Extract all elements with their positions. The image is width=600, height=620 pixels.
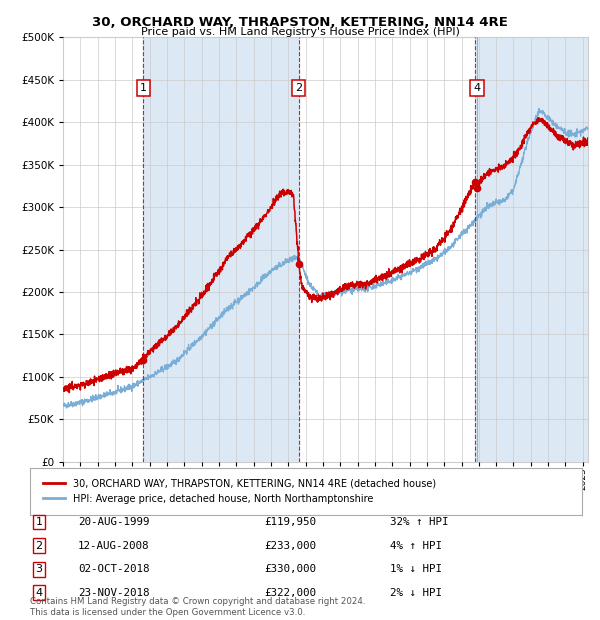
Text: 2: 2 [35, 541, 43, 551]
Text: £322,000: £322,000 [264, 588, 316, 598]
Text: 2% ↓ HPI: 2% ↓ HPI [390, 588, 442, 598]
Text: 20-AUG-1999: 20-AUG-1999 [78, 517, 149, 527]
Text: 4% ↑ HPI: 4% ↑ HPI [390, 541, 442, 551]
Text: £330,000: £330,000 [264, 564, 316, 574]
Legend: 30, ORCHARD WAY, THRAPSTON, KETTERING, NN14 4RE (detached house), HPI: Average p: 30, ORCHARD WAY, THRAPSTON, KETTERING, N… [38, 473, 442, 510]
Text: Price paid vs. HM Land Registry's House Price Index (HPI): Price paid vs. HM Land Registry's House … [140, 27, 460, 37]
Text: £233,000: £233,000 [264, 541, 316, 551]
Text: 2: 2 [295, 83, 302, 93]
Text: 12-AUG-2008: 12-AUG-2008 [78, 541, 149, 551]
Text: 1: 1 [140, 83, 147, 93]
Text: 32% ↑ HPI: 32% ↑ HPI [390, 517, 449, 527]
Text: 30, ORCHARD WAY, THRAPSTON, KETTERING, NN14 4RE: 30, ORCHARD WAY, THRAPSTON, KETTERING, N… [92, 16, 508, 29]
Text: 1% ↓ HPI: 1% ↓ HPI [390, 564, 442, 574]
Text: 4: 4 [473, 83, 481, 93]
Text: £119,950: £119,950 [264, 517, 316, 527]
Text: 3: 3 [35, 564, 43, 574]
Text: 02-OCT-2018: 02-OCT-2018 [78, 564, 149, 574]
Text: 1: 1 [35, 517, 43, 527]
Text: 23-NOV-2018: 23-NOV-2018 [78, 588, 149, 598]
Text: 4: 4 [35, 588, 43, 598]
Bar [143, 37, 299, 462]
Text: Contains HM Land Registry data © Crown copyright and database right 2024.
This d: Contains HM Land Registry data © Crown c… [30, 598, 365, 617]
Bar [475, 37, 588, 462]
